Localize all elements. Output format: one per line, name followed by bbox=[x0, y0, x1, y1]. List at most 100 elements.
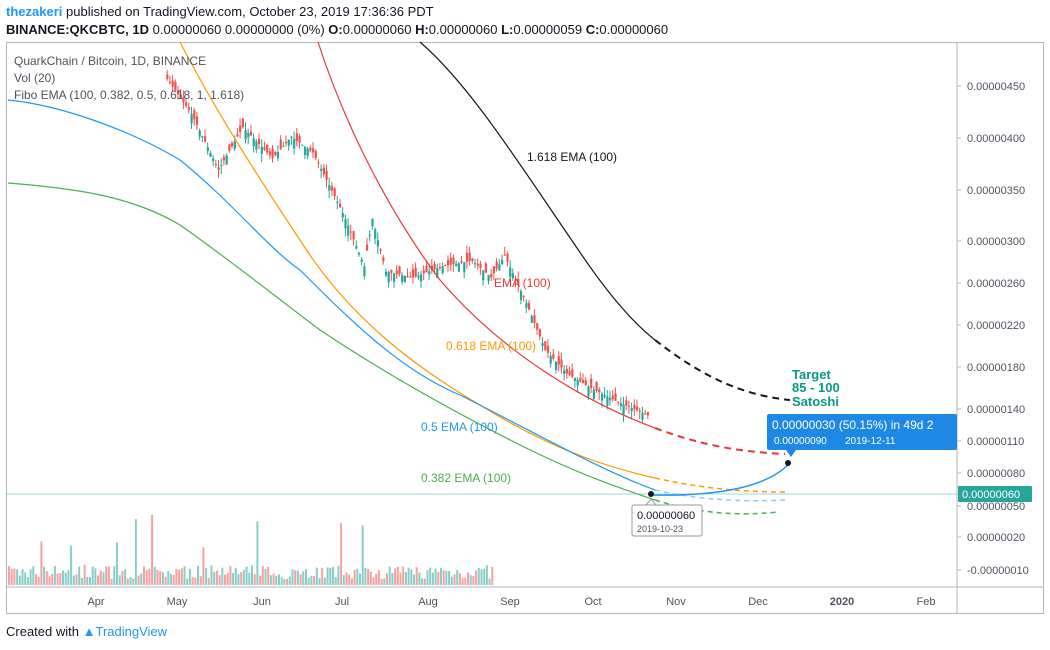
volume-bar bbox=[140, 573, 143, 585]
measure-date-text: 2019-12-11 bbox=[845, 436, 896, 447]
volume-bar bbox=[256, 521, 259, 585]
candle-body bbox=[603, 395, 606, 397]
candle-body bbox=[422, 270, 425, 274]
candle-body bbox=[201, 136, 204, 138]
ema-05-line bbox=[7, 99, 656, 491]
change-value: 0.00000060 0.00000000 (0%) bbox=[152, 22, 325, 37]
low-value: 0.00000059 bbox=[513, 22, 583, 37]
candle-body bbox=[295, 133, 298, 141]
candle-body bbox=[476, 263, 479, 266]
volume-bar bbox=[296, 570, 299, 585]
volume-bar bbox=[24, 572, 27, 585]
volume-bar bbox=[267, 566, 270, 585]
volume-bar bbox=[350, 578, 353, 585]
candle-body bbox=[414, 268, 417, 277]
start-date-text: 2019-10-23 bbox=[637, 524, 683, 534]
x-tick-label: 2020 bbox=[830, 596, 854, 608]
volume-bar bbox=[399, 572, 402, 585]
volume-bar bbox=[396, 566, 399, 585]
candle-body bbox=[544, 341, 547, 350]
volume-bar bbox=[456, 569, 459, 585]
open-value: 0.00000060 bbox=[342, 22, 412, 37]
volume-bar bbox=[288, 576, 291, 585]
candle-body bbox=[395, 270, 398, 275]
volume-bar bbox=[45, 571, 48, 585]
volume-bar bbox=[251, 565, 253, 585]
volume-bar bbox=[326, 567, 329, 585]
candle-body bbox=[212, 158, 215, 162]
volume-bar bbox=[145, 570, 148, 585]
x-tick-label: Jul bbox=[335, 596, 349, 608]
volume-bar bbox=[253, 574, 256, 585]
candle-body bbox=[506, 253, 509, 262]
volume-bar bbox=[383, 578, 386, 585]
volume-bar bbox=[43, 566, 46, 585]
volume-bar bbox=[70, 545, 73, 585]
candle-body bbox=[387, 272, 390, 283]
target-label-line-2: 85 - 100 bbox=[792, 380, 840, 395]
y-tick-label: -0.00000010 bbox=[967, 565, 1029, 577]
volume-bar bbox=[94, 568, 97, 585]
publish-line: thezakeri published on TradingView.com, … bbox=[6, 4, 434, 19]
target-label-line-3: Satoshi bbox=[792, 394, 839, 409]
candle-body bbox=[571, 369, 574, 377]
candle-body bbox=[474, 263, 477, 265]
candle-body bbox=[306, 148, 309, 157]
volume-bar bbox=[89, 577, 91, 585]
candle-body bbox=[225, 155, 228, 165]
candle-body bbox=[379, 249, 382, 251]
candle-body bbox=[449, 257, 452, 265]
volume-bar bbox=[450, 576, 453, 585]
candle-body bbox=[233, 141, 236, 149]
volume-bar bbox=[348, 574, 351, 585]
volume-bar bbox=[242, 569, 245, 585]
volume-bar bbox=[299, 574, 302, 585]
volume-bar bbox=[229, 566, 232, 585]
volume-bar bbox=[491, 567, 494, 585]
candle-body bbox=[584, 380, 587, 385]
candle-body bbox=[390, 269, 393, 273]
volume-bar bbox=[367, 568, 370, 585]
volume-bar bbox=[342, 575, 345, 585]
y-tick-label: 0.00000400 bbox=[967, 133, 1025, 145]
footer: Created with ▲TradingView bbox=[6, 624, 167, 639]
volume-bar bbox=[453, 574, 456, 585]
volume-bar bbox=[210, 565, 213, 585]
candle-body bbox=[630, 408, 633, 412]
volume-bar bbox=[359, 573, 361, 585]
candle-body bbox=[276, 152, 280, 159]
candle-body bbox=[255, 141, 258, 150]
candle-body bbox=[368, 234, 371, 236]
volume-bar bbox=[207, 578, 210, 585]
candle-body bbox=[560, 359, 563, 368]
volume-bar bbox=[172, 574, 175, 585]
candle-body bbox=[393, 273, 396, 282]
volume-bar bbox=[458, 573, 461, 585]
volume-bar bbox=[72, 575, 75, 585]
volume-bar bbox=[102, 572, 105, 585]
tradingview-brand-link[interactable]: TradingView bbox=[95, 624, 168, 639]
volume-bar bbox=[40, 541, 43, 585]
volume-bar bbox=[18, 575, 21, 585]
label-ema-1618: 1.618 EMA (100) bbox=[527, 150, 617, 164]
volume-bar bbox=[180, 568, 183, 585]
candle-body bbox=[401, 275, 404, 282]
volume-bar bbox=[421, 578, 424, 585]
candle-body bbox=[563, 370, 566, 374]
volume-bar bbox=[485, 565, 488, 585]
candle-body bbox=[320, 168, 323, 171]
candle-body bbox=[555, 361, 558, 371]
candle-body bbox=[436, 268, 439, 279]
candle-body bbox=[482, 270, 485, 281]
volume-bar bbox=[221, 567, 224, 585]
author-link[interactable]: thezakeri bbox=[6, 4, 63, 19]
candle-body bbox=[546, 345, 550, 353]
candle-body bbox=[411, 269, 415, 278]
candle-body bbox=[209, 152, 212, 157]
candle-body bbox=[455, 263, 458, 267]
x-tick-label: Sep bbox=[500, 596, 520, 608]
ema-1-projection bbox=[654, 427, 786, 455]
volume-bar bbox=[356, 568, 359, 585]
candle-body bbox=[433, 264, 436, 270]
